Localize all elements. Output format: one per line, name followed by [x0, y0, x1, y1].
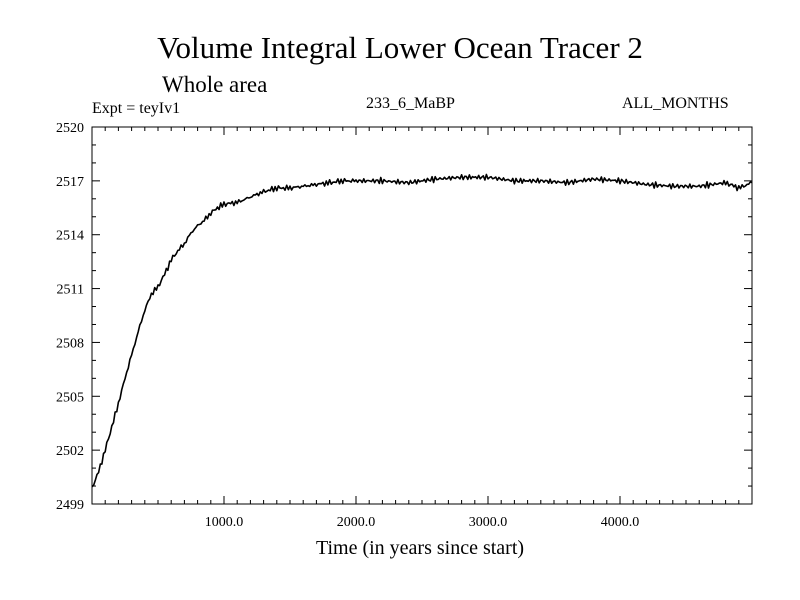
x-tick-label: 3000.0: [469, 515, 508, 530]
y-tick-label: 2520: [56, 121, 84, 136]
x-tick-label: 1000.0: [205, 515, 244, 530]
y-tick-label: 2514: [56, 229, 84, 244]
season-label: ALL_MONTHS: [622, 95, 729, 112]
run-label: 233_6_MaBP: [366, 95, 455, 112]
y-tick-label: 2517: [56, 175, 84, 190]
y-tick-label: 2505: [56, 390, 84, 405]
x-axis-label: Time (in years since start): [315, 537, 525, 559]
y-tick-label: 2511: [57, 283, 84, 298]
y-tick-label: 2502: [56, 444, 84, 459]
chart-subtitle: Whole area: [162, 72, 268, 97]
chart-title: Volume Integral Lower Ocean Tracer 2: [157, 30, 643, 65]
x-tick-label: 4000.0: [601, 515, 640, 530]
y-tick-label: 2508: [56, 336, 84, 351]
y-tick-label: 2499: [56, 498, 84, 513]
x-tick-label: 2000.0: [337, 515, 376, 530]
series-line: [91, 173, 753, 488]
experiment-label: Expt = teyIv1: [92, 100, 181, 117]
